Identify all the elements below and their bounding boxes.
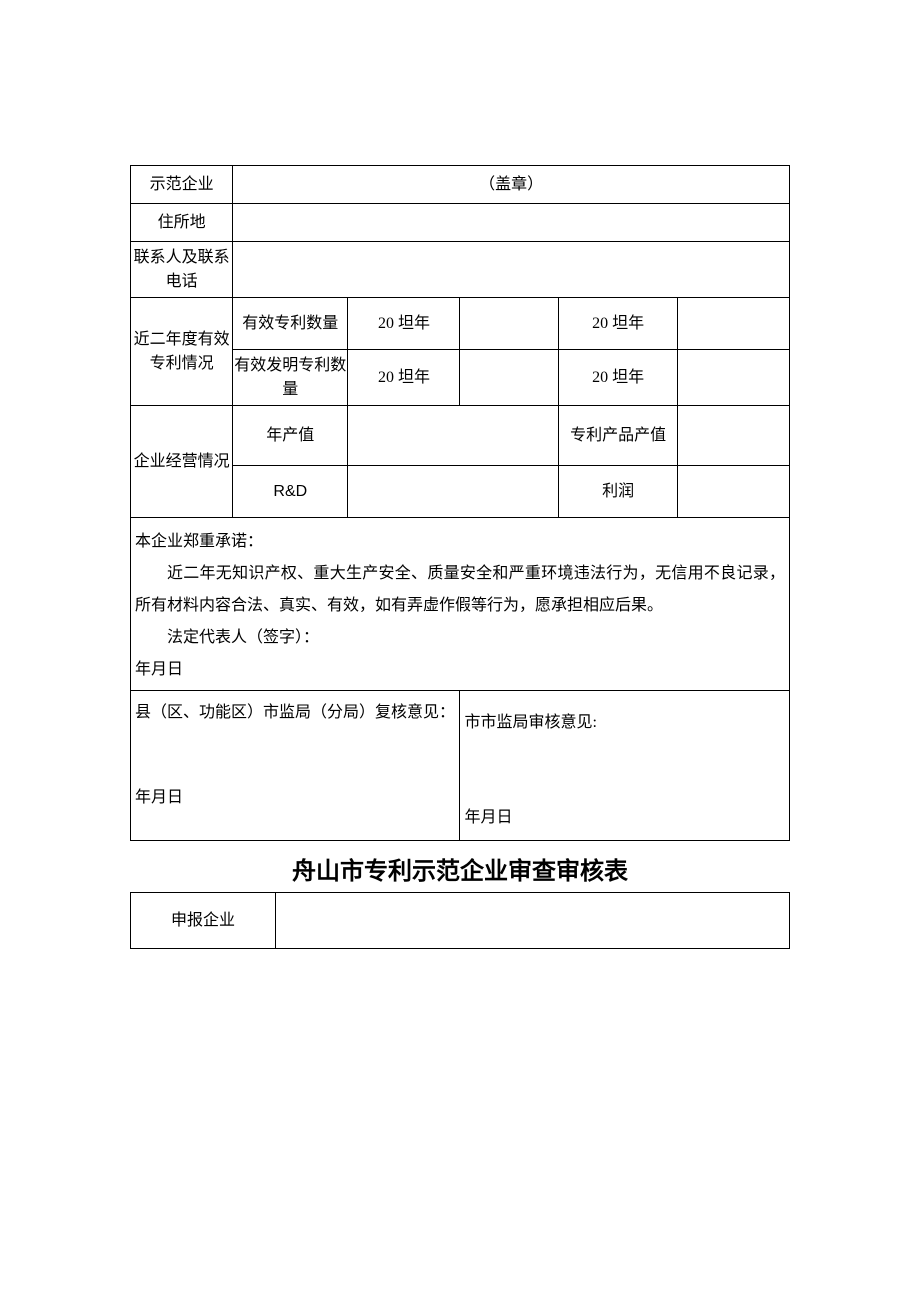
value-invention-year1 bbox=[460, 350, 559, 406]
city-review-label: 市市监局审核意见: bbox=[464, 705, 785, 740]
county-review-cell: 县（区、功能区）市监局（分局）复核意见： 年月日 bbox=[131, 691, 460, 841]
page-container: 示范企业 （盖章） 住所地 联系人及联系电话 近二年度有效专利情况 有效专利数量… bbox=[0, 0, 920, 949]
label-valid-patent-count: 有效专利数量 bbox=[233, 298, 348, 350]
county-review-spacer bbox=[135, 730, 455, 780]
value-patent-year2 bbox=[677, 298, 789, 350]
label-demonstration-enterprise: 示范企业 bbox=[131, 166, 233, 204]
label-patent-status: 近二年度有效专利情况 bbox=[131, 298, 233, 406]
commitment-sign-label: 法定代表人（签字）： bbox=[135, 622, 785, 654]
row-review-opinions: 县（区、功能区）市监局（分局）复核意见： 年月日 市市监局审核意见: 年月日 bbox=[131, 691, 790, 841]
label-business-status: 企业经营情况 bbox=[131, 406, 233, 518]
row-demonstration-enterprise: 示范企业 （盖章） bbox=[131, 166, 790, 204]
value-patent-year1 bbox=[460, 298, 559, 350]
city-review-top-spacer bbox=[464, 695, 785, 705]
value-annual-output bbox=[348, 406, 559, 466]
label-annual-output: 年产值 bbox=[233, 406, 348, 466]
label-patent-product-output: 专利产品产值 bbox=[559, 406, 678, 466]
second-table-title: 舟山市专利示范企业审查审核表 bbox=[130, 851, 790, 886]
year-cell-4: 20 坦年 bbox=[559, 350, 678, 406]
label-address: 住所地 bbox=[131, 204, 233, 242]
row-address: 住所地 bbox=[131, 204, 790, 242]
county-review-label: 县（区、功能区）市监局（分局）复核意见： bbox=[135, 695, 455, 730]
label-applicant-enterprise: 申报企业 bbox=[131, 893, 276, 949]
value-contact bbox=[233, 242, 790, 298]
county-review-date: 年月日 bbox=[135, 780, 455, 815]
row-annual-output: 企业经营情况 年产值 专利产品产值 bbox=[131, 406, 790, 466]
label-contact: 联系人及联系电话 bbox=[131, 242, 233, 298]
city-review-spacer bbox=[464, 740, 785, 800]
value-address bbox=[233, 204, 790, 242]
commitment-cell: 本企业郑重承诺： 近二年无知识产权、重大生产安全、质量安全和严重环境违法行为，无… bbox=[131, 518, 790, 691]
row-patent-count: 近二年度有效专利情况 有效专利数量 20 坦年 20 坦年 bbox=[131, 298, 790, 350]
commitment-body: 近二年无知识产权、重大生产安全、质量安全和严重环境违法行为，无信用不良记录，所有… bbox=[135, 558, 785, 622]
row-commitment: 本企业郑重承诺： 近二年无知识产权、重大生产安全、质量安全和严重环境违法行为，无… bbox=[131, 518, 790, 691]
label-invention-patent-count: 有效发明专利数量 bbox=[233, 350, 348, 406]
year-cell-1: 20 坦年 bbox=[348, 298, 460, 350]
value-stamp: （盖章） bbox=[233, 166, 790, 204]
audit-form-table: 申报企业 bbox=[130, 892, 790, 949]
row-applicant-enterprise: 申报企业 bbox=[131, 893, 790, 949]
year-cell-3: 20 坦年 bbox=[348, 350, 460, 406]
commitment-heading: 本企业郑重承诺： bbox=[135, 526, 785, 558]
value-profit bbox=[677, 466, 789, 518]
value-patent-product-output bbox=[677, 406, 789, 466]
label-rd: R&D bbox=[233, 466, 348, 518]
commitment-content: 本企业郑重承诺： 近二年无知识产权、重大生产安全、质量安全和严重环境违法行为，无… bbox=[135, 526, 785, 686]
value-applicant-enterprise bbox=[275, 893, 789, 949]
value-invention-year2 bbox=[677, 350, 789, 406]
year-cell-2: 20 坦年 bbox=[559, 298, 678, 350]
value-rd bbox=[348, 466, 559, 518]
city-review-cell: 市市监局审核意见: 年月日 bbox=[460, 691, 790, 841]
row-contact: 联系人及联系电话 bbox=[131, 242, 790, 298]
commitment-date: 年月日 bbox=[135, 654, 785, 686]
city-review-date: 年月日 bbox=[464, 800, 785, 835]
label-profit: 利润 bbox=[559, 466, 678, 518]
main-form-table: 示范企业 （盖章） 住所地 联系人及联系电话 近二年度有效专利情况 有效专利数量… bbox=[130, 165, 790, 841]
